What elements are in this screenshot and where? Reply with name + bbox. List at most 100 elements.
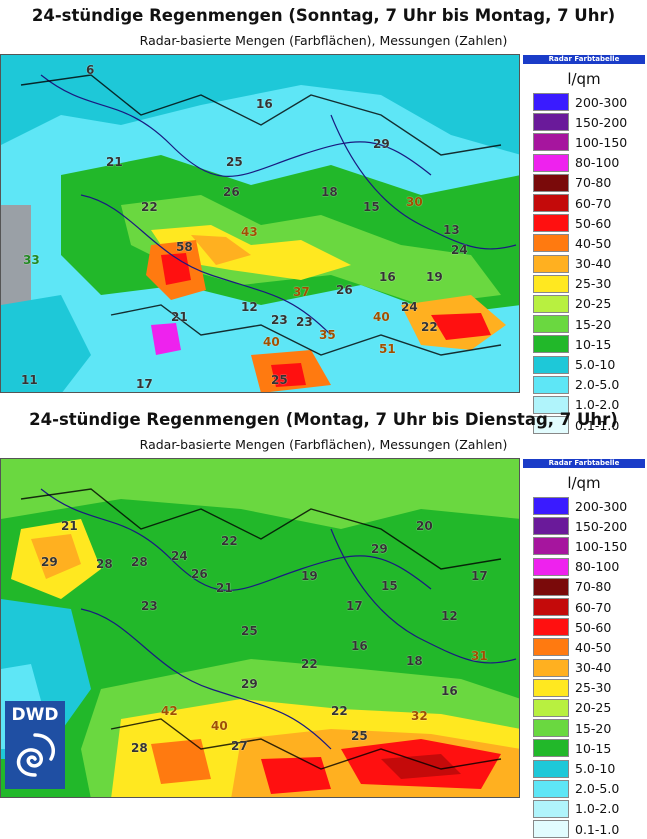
measurement-value: 32 [411, 709, 428, 723]
measurement-value: 42 [161, 704, 178, 718]
legend-label: 30-40 [575, 256, 612, 272]
legend-swatch [533, 698, 569, 717]
legend-label: 2.0-5.0 [575, 781, 620, 797]
measurement-value: 22 [141, 200, 158, 214]
legend-swatch [533, 719, 569, 738]
legend-swatch [533, 214, 569, 233]
measurement-value: 37 [293, 285, 310, 299]
legend-swatch [533, 93, 569, 112]
measurement-value: 29 [241, 677, 258, 691]
measurement-value: 24 [171, 549, 188, 563]
legend-entry: 20-25 [523, 294, 645, 314]
legend-swatch [533, 254, 569, 273]
legend-swatch [533, 315, 569, 334]
legend-entry: 1.0-2.0 [523, 395, 645, 415]
legend-entry: 15-20 [523, 314, 645, 334]
legend-swatch [533, 113, 569, 132]
panel-subtitle: Radar-basierte Mengen (Farbflächen), Mes… [139, 33, 508, 48]
legend-label: 60-70 [575, 599, 612, 615]
legend-swatch [533, 598, 569, 617]
legend-swatch [533, 658, 569, 677]
legend-entry: 80-100 [523, 557, 645, 577]
legend-entry: 5.0-10 [523, 758, 645, 778]
legend-swatch [533, 173, 569, 192]
measurement-value: 12 [241, 300, 258, 314]
measurement-value: 15 [381, 579, 398, 593]
measurement-value: 25 [351, 729, 368, 743]
legend-swatch [533, 759, 569, 778]
measurement-value: 22 [221, 534, 238, 548]
legend-swatch [533, 395, 569, 414]
legend-label: 5.0-10 [575, 357, 616, 373]
radar-map: 21 29 28 24 26 22 21 29 23 28 25 19 17 1… [0, 458, 520, 798]
legend-swatch [533, 779, 569, 798]
legend-entry: 40-50 [523, 637, 645, 657]
measurement-value: 21 [216, 581, 233, 595]
legend-rows: 200-300 150-200 100-150 80-100 70-80 60-70 50-… [523, 496, 645, 839]
legend-entry: 50-60 [523, 617, 645, 637]
legend-label: 80-100 [575, 155, 620, 171]
legend-label: 15-20 [575, 720, 612, 736]
measurement-value: 17 [346, 599, 363, 613]
measurement-value: 25 [241, 624, 258, 638]
measurement-value: 16 [351, 639, 368, 653]
legend-entry: 30-40 [523, 658, 645, 678]
legend-swatch [533, 153, 569, 172]
radar-map-graphic [1, 459, 519, 797]
legend-entry: 0.1-1.0 [523, 819, 645, 839]
legend-unit: l/qm [567, 70, 601, 88]
legend-label: 70-80 [575, 175, 612, 191]
measurement-value: 28 [131, 741, 148, 755]
legend-entry: 150-200 [523, 516, 645, 536]
legend-entry: 150-200 [523, 112, 645, 132]
measurement-value: 24 [401, 300, 418, 314]
measurement-value: 43 [241, 225, 258, 239]
measurement-value: 31 [471, 649, 488, 663]
legend-entry: 100-150 [523, 536, 645, 556]
measurement-value: 15 [363, 200, 380, 214]
measurement-value: 23 [271, 313, 288, 327]
measurement-value: 21 [106, 155, 123, 169]
legend-entry: 2.0-5.0 [523, 375, 645, 395]
measurement-value: 25 [271, 373, 288, 387]
legend-label: 40-50 [575, 235, 612, 251]
radar-map: 33 58 25 26 22 29 16 21 18 30 43 37 40 3… [0, 54, 520, 393]
legend-label: 50-60 [575, 215, 612, 231]
measurement-value: 29 [371, 542, 388, 556]
radar-map-graphic [1, 55, 519, 392]
legend-entry: 70-80 [523, 173, 645, 193]
legend-entry: 1.0-2.0 [523, 799, 645, 819]
measurement-value: 40 [373, 310, 390, 324]
legend-swatch [533, 537, 569, 556]
legend-swatch [533, 678, 569, 697]
legend-label: 100-150 [575, 538, 628, 554]
panel-title: 24-stündige Regenmengen (Montag, 7 Uhr b… [29, 410, 618, 429]
measurement-value: 16 [256, 97, 273, 111]
legend-label: 200-300 [575, 94, 628, 110]
legend-rows: 200-300 150-200 100-150 80-100 70-80 60-70 50-… [523, 92, 645, 435]
panel-subtitle: Radar-basierte Mengen (Farbflächen), Mes… [139, 437, 508, 452]
measurement-value: 24 [451, 243, 468, 257]
legend-label: 70-80 [575, 579, 612, 595]
legend-swatch [533, 577, 569, 596]
measurement-value: 29 [41, 555, 58, 569]
legend-swatch [533, 335, 569, 354]
measurement-value: 28 [131, 555, 148, 569]
legend-label: 15-20 [575, 316, 612, 332]
measurement-value: 28 [96, 557, 113, 571]
measurement-value: 27 [231, 739, 248, 753]
legend-label: 20-25 [575, 296, 612, 312]
legend-label: 0.1-1.0 [575, 417, 620, 433]
legend-swatch [533, 234, 569, 253]
measurement-value: 17 [136, 377, 153, 391]
measurement-value: 51 [379, 342, 396, 356]
legend-swatch [533, 618, 569, 637]
measurement-value: 26 [223, 185, 240, 199]
measurement-value: 23 [141, 599, 158, 613]
measurement-value: 22 [421, 320, 438, 334]
measurement-value: 35 [319, 328, 336, 342]
panel-sunday-monday: 24-stündige Regenmengen (Sonntag, 7 Uhr … [0, 0, 647, 436]
legend-swatch [533, 375, 569, 394]
legend-swatch [533, 355, 569, 374]
dwd-logo: DWD [5, 701, 65, 789]
